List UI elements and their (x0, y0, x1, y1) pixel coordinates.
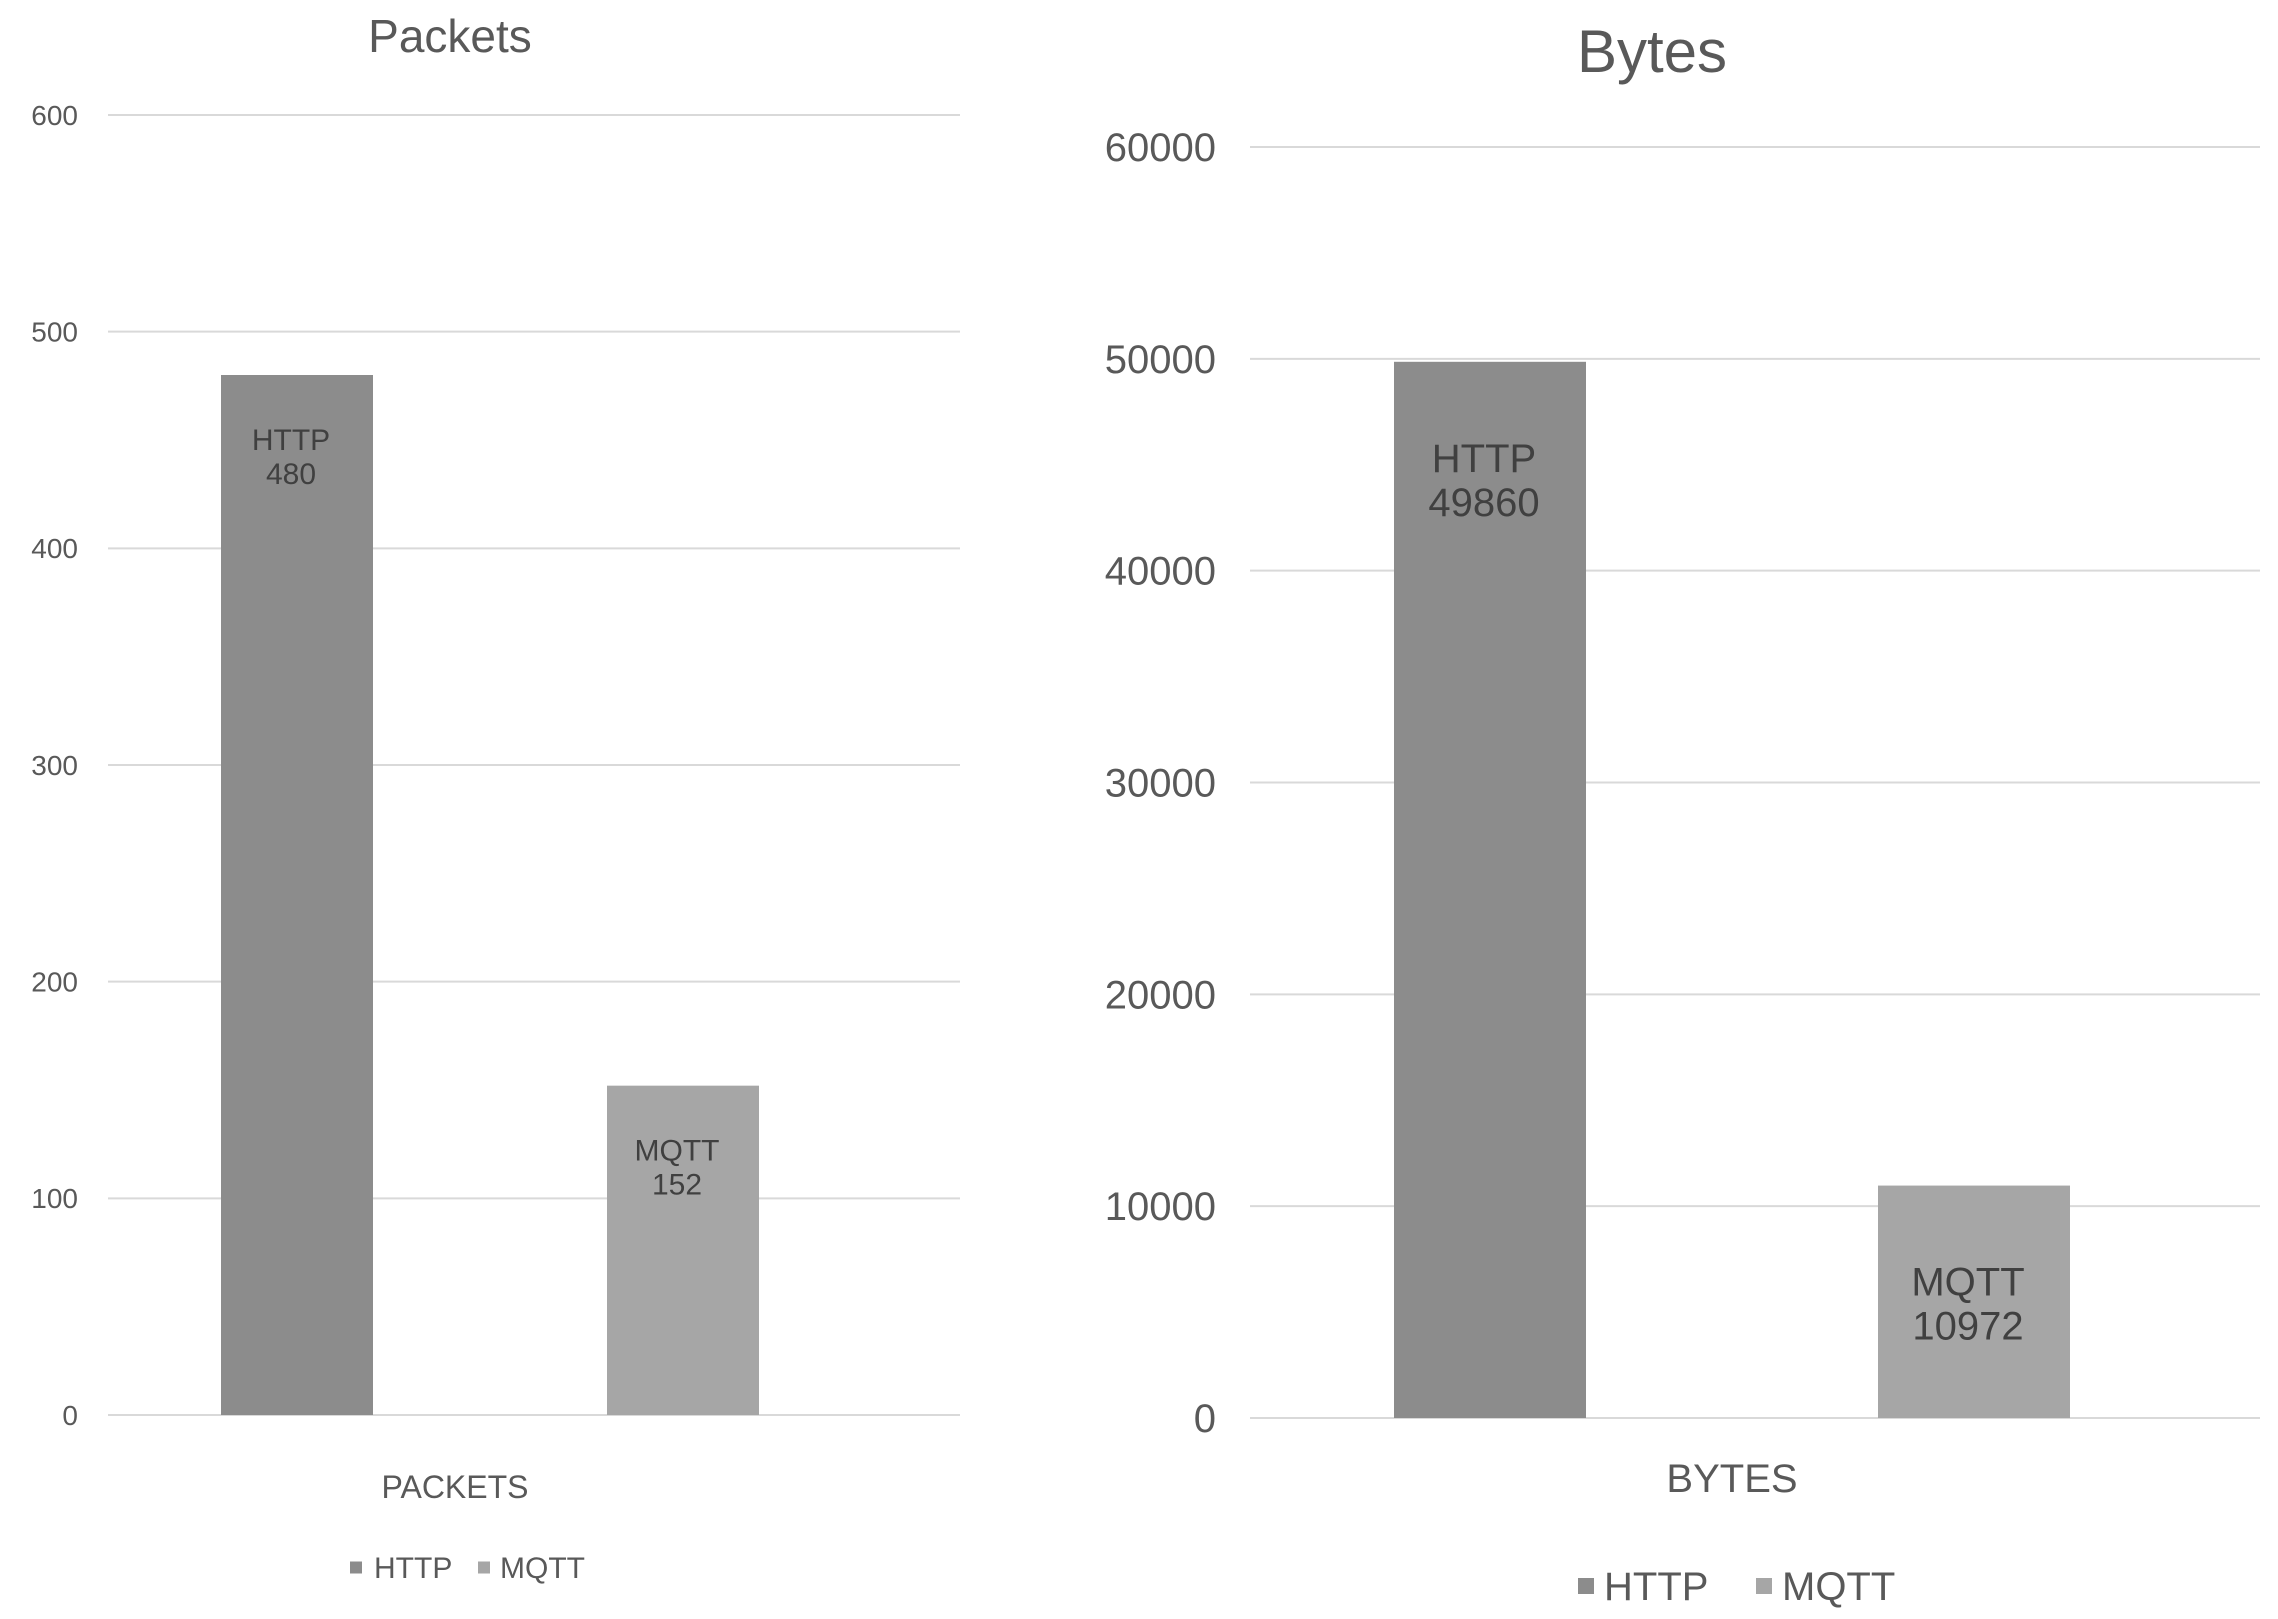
bar-label-series: HTTP (1432, 437, 1536, 481)
legend-label-http: HTTP (1604, 1565, 1708, 1609)
y-tick-label: 50000 (1105, 338, 1216, 382)
bar-label-series: MQTT (1911, 1261, 2024, 1305)
legend-swatch-mqtt (1756, 1578, 1772, 1594)
bar-label-series: HTTP (252, 424, 330, 457)
legend-swatch-mqtt (478, 1561, 490, 1574)
packets-chart-panel: Packets 0 100 200 300 400 500 600 HTTP 480 MQTT 1… (0, 0, 980, 1619)
bars (221, 375, 759, 1415)
y-tick-label: 400 (31, 533, 78, 564)
bar-mqtt (607, 1085, 759, 1415)
y-tick-label: 30000 (1105, 762, 1216, 806)
bar-label-series: MQTT (635, 1135, 720, 1168)
legend: HTTP MQTT (1578, 1565, 1895, 1609)
y-axis-tick-labels: 0 10000 20000 30000 40000 50000 60000 (1105, 126, 1216, 1441)
bars (1394, 361, 2070, 1418)
bytes-chart-panel: Bytes 0 10000 20000 30000 40000 50000 60000 HT… (1090, 0, 2278, 1619)
legend: HTTP MQTT (350, 1552, 585, 1585)
bar-http (221, 375, 373, 1415)
x-axis-label: PACKETS (382, 1469, 529, 1505)
legend-label-mqtt: MQTT (500, 1552, 585, 1585)
legend-swatch-http (1578, 1578, 1594, 1594)
y-tick-label: 600 (31, 100, 78, 131)
x-axis-label: BYTES (1666, 1457, 1797, 1501)
chart-title: Packets (368, 10, 532, 62)
y-tick-label: 0 (1194, 1397, 1216, 1441)
y-tick-label: 20000 (1105, 973, 1216, 1017)
bar-mqtt (1878, 1185, 2070, 1418)
y-tick-label: 300 (31, 750, 78, 781)
y-tick-label: 100 (31, 1183, 78, 1214)
bar-label-value: 480 (266, 458, 316, 491)
chart-title: Bytes (1577, 18, 1727, 85)
y-tick-label: 500 (31, 316, 78, 347)
bar-label-value: 49860 (1428, 481, 1539, 525)
y-axis-tick-labels: 0 100 200 300 400 500 600 (31, 100, 78, 1431)
y-tick-label: 10000 (1105, 1185, 1216, 1229)
y-tick-label: 200 (31, 966, 78, 997)
bar-label-value: 152 (652, 1169, 702, 1202)
legend-label-http: HTTP (374, 1552, 452, 1585)
legend-swatch-http (350, 1561, 362, 1574)
y-tick-label: 60000 (1105, 126, 1216, 170)
legend-label-mqtt: MQTT (1782, 1565, 1895, 1609)
y-tick-label: 40000 (1105, 550, 1216, 594)
bar-label-value: 10972 (1912, 1305, 2023, 1349)
bar-http (1394, 361, 1586, 1418)
y-tick-label: 0 (62, 1400, 78, 1431)
bytes-chart: Bytes 0 10000 20000 30000 40000 50000 60000 HT… (1105, 18, 2260, 1609)
